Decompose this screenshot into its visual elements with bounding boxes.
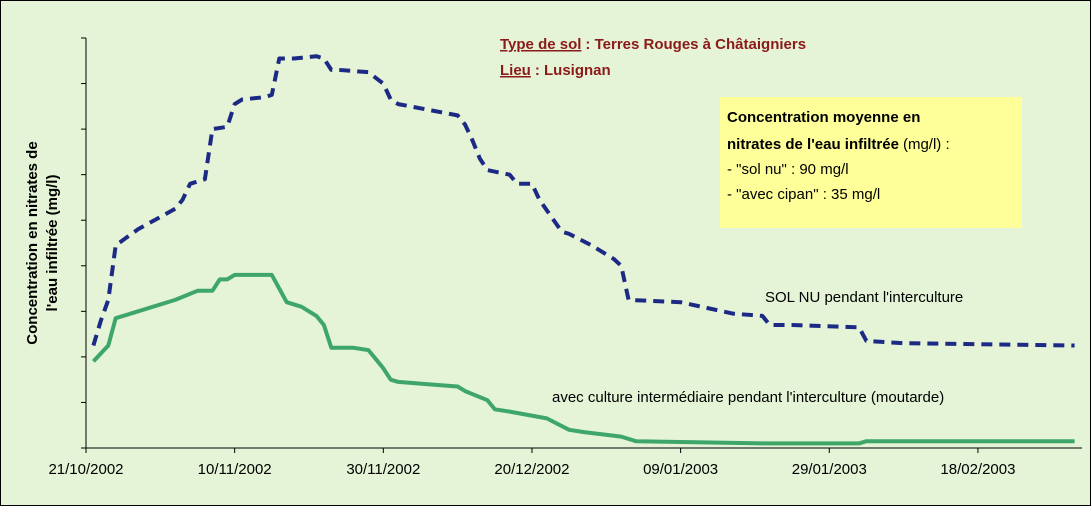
info-box: [720, 97, 1022, 228]
info-line: - "sol nu" : 90 mg/l: [727, 161, 849, 178]
series-line: [91, 54, 1075, 348]
title-label: Lieu: [500, 62, 531, 79]
title-text: : Terres Rouges à Châtaigniers: [585, 36, 806, 53]
series-label: avec culture intermédiaire pendant l'int…: [552, 389, 944, 406]
info-heading: Concentration moyenne en: [727, 109, 920, 126]
series-line: [91, 272, 1075, 446]
info-heading: nitrates de l'eau infiltrée: [727, 136, 899, 153]
x-tick-label: 09/01/2003: [643, 461, 718, 478]
x-tick-label: 29/01/2003: [792, 461, 867, 478]
x-tick-label: 21/10/2002: [48, 461, 123, 478]
title-line: Type de sol: Terres Rouges à Châtaignier…: [500, 36, 806, 53]
info-heading-line: nitrates de l'eau infiltrée (mg/l) :: [727, 136, 950, 153]
title-line: Lieu: Lusignan: [500, 62, 611, 79]
info-line: - "avec cipan" : 35 mg/l: [727, 186, 880, 203]
series-label: SOL NU pendant l'interculture: [765, 289, 963, 306]
x-tick-label: 18/02/2003: [940, 461, 1015, 478]
title-text: : Lusignan: [535, 62, 611, 79]
title-label: Type de sol: [500, 36, 581, 53]
y-axis-label: Concentration en nitrates de: [24, 141, 41, 344]
x-tick-label: 10/11/2002: [198, 461, 272, 478]
y-axis-label: l'eau infiltrée (mg/l): [44, 175, 61, 312]
x-tick-label: 30/11/2002: [346, 461, 420, 478]
info-unit: (mg/l) :: [903, 136, 950, 153]
x-tick-label: 20/12/2002: [494, 461, 569, 478]
